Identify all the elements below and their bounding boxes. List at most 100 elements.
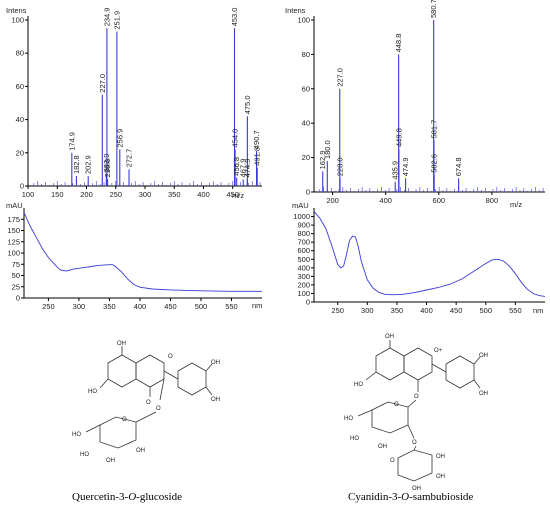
ms-left-peak-label-14: 475.0 [243,95,252,114]
uv-spectrum-cyanidin: mAU nm 250 300 350 400 450 500 550 01002003004… [292,201,546,315]
uv-left-ytick-label-2: 50 [12,271,20,280]
uv-right-xtick-label-5: 500 [480,306,493,315]
ms-spectrum-quercetin: Intens m/z 174.9 182.8 202.9 227.0 233.9 234.… [6,6,262,200]
ms-left-peak-label-5: 234.9 [102,8,111,27]
uv-right-ytick-label-0: 0 [306,298,310,307]
ms-left-xtick-label-4: 300 [139,190,152,199]
ms-left-peak-label-8: 256.9 [115,129,124,148]
ms-right-peak-label-10: 582.6 [430,154,439,173]
uv-left-xtick-label-1: 300 [73,302,86,311]
bond-c2-b [163,370,179,380]
uv-right-xtick-label-4: 450 [450,306,463,315]
uv-left-ytick-label-0: 0 [16,294,20,303]
ms-left-xtick-label-7: 450 [226,190,239,199]
uv-right-ytick-label-8: 800 [297,229,310,238]
bond-glyco-2 [407,399,417,408]
atom-o-ring: O [122,417,127,423]
ms-right-peak-label-1: 180.0 [323,140,332,159]
compound-name-right: Cyanidin-3-O-sambubioside [348,491,473,503]
bond-oh5-2 [365,371,377,381]
atom-o-1: O [168,354,173,360]
bond-ch2oh-2 [357,409,373,417]
ms-right-xlabel: m/z [510,200,522,209]
ms-left-ytick-label-4: 80 [16,49,24,58]
ms-left-peak-label-6: 236.0 [103,159,112,178]
ms-right-xtick-label-0: 200 [326,196,339,205]
ms-left-xtick-label-1: 150 [51,190,64,199]
ring-a-2 [375,347,405,381]
ms-left-ylabel: Intens [6,6,27,15]
atom-ho-4-2: HO [350,436,359,442]
ms-left-peak-label-1: 182.8 [72,155,81,174]
ms-right-peak-label-3: 228.0 [336,157,345,176]
ms-left-peak-label-7: 251.9 [112,11,121,30]
atom-ho-6: HO [72,432,81,438]
ms-right-peak-label-7: 474.9 [401,157,410,176]
bond-link-xyl [413,445,417,451]
xylose-ring [397,449,433,482]
ms-right-peak-label-11: 674.8 [454,157,463,176]
ms-left-xtick-label-6: 400 [197,190,210,199]
ms-left-xtick-label-3: 250 [109,190,122,199]
ms-right-peak-label-5: 448.8 [394,34,403,53]
atom-oh-4p: OH [211,397,220,403]
ms-right-ytick-label-2: 40 [302,119,310,128]
ms-left-peak-label-17: 474.9 [243,159,252,178]
uv-right-ytick-label-2: 200 [297,280,310,289]
structure-quercetin-glucoside: OH HO O O OH OH O O HO HO OH OH [72,341,220,464]
atom-o-ring-x: O [390,458,395,464]
ms-left-peak-label-2: 202.9 [84,155,93,174]
ms-right-ytick-label-5: 100 [297,16,310,25]
ms-right-xtick-label-2: 600 [433,196,446,205]
ms-right-ytick-label-4: 80 [302,50,310,59]
ms-left-xtick-label-2: 200 [80,190,93,199]
atom-oh-x2: OH [436,454,445,460]
atom-ho-5: HO [88,389,97,395]
structure-cyanidin-sambubioside: OH HO O+ OH OH O O HO HO OH O O OH OH OH [344,334,488,492]
ms-right-peak-label-0: 162.9 [318,151,327,170]
ms-left-yticks: 0 20 40 60 80 100 [11,16,28,191]
ms-left-xtick-label-0: 100 [22,190,35,199]
atom-oplus: O+ [434,348,443,354]
ms-right-ylabel: Intens [285,6,306,15]
ms-right-peak-label-4: 435.9 [391,161,400,180]
uv-right-ytick-label-3: 300 [297,272,310,281]
atom-o-3-2: O [414,394,419,400]
uv-right-xtick-label-3: 400 [420,306,433,315]
uv-right-xtick-label-0: 250 [331,306,344,315]
ms-left-peak-label-15: 490.7 [252,130,261,149]
ms-left-xtick-label-5: 350 [168,190,181,199]
bond-oh4p [205,386,213,396]
ms-left-peak-label-0: 174.9 [67,132,76,151]
uv-left-ytick-label-3: 75 [12,260,20,269]
ring-b-2 [445,355,475,389]
glucose-ring-2 [371,401,409,434]
ms-left-ytick-label-3: 60 [16,82,24,91]
bond-c3-o [159,378,165,401]
ring-c [135,354,165,388]
uv-right-ytick-label-5: 500 [297,255,310,264]
atom-oh-3p: OH [211,360,220,366]
ms-left-peak-label-13: 467.9 [239,159,248,178]
ms-left-peak-label-9: 272.7 [125,149,134,168]
bond-glc-xyl [407,424,415,439]
atom-oh-3g-2: OH [378,444,387,450]
uv-left-xticks: 250 300 350 400 450 500 550 [42,298,238,311]
ms-right-yticks: 0 20 40 60 80 100 [297,16,314,197]
ms-left-ytick-label-5: 100 [11,16,24,25]
ms-left-peak-label-10: 453.0 [230,8,239,27]
ms-left-ytick-label-0: 0 [20,182,24,191]
ms-left-xticks: 100 150 200 250 300 350 400 450 [22,186,239,199]
bond-oh3p [205,363,213,372]
uv-left-xtick-label-2: 350 [103,302,116,311]
uv-right-ytick-label-10: 1000 [293,212,310,221]
ms-right-peak-label-9: 581.7 [429,120,438,139]
uv-left-xtick-label-5: 500 [195,302,208,311]
ms-right-xtick-label-3: 800 [486,196,499,205]
uv-right-ytick-label-9: 900 [297,221,310,230]
atom-o-3: O [156,406,161,412]
uv-right-ylabel: mAU [292,201,309,210]
bond-oh5 [99,378,109,389]
bond-ch2oh [85,424,101,433]
